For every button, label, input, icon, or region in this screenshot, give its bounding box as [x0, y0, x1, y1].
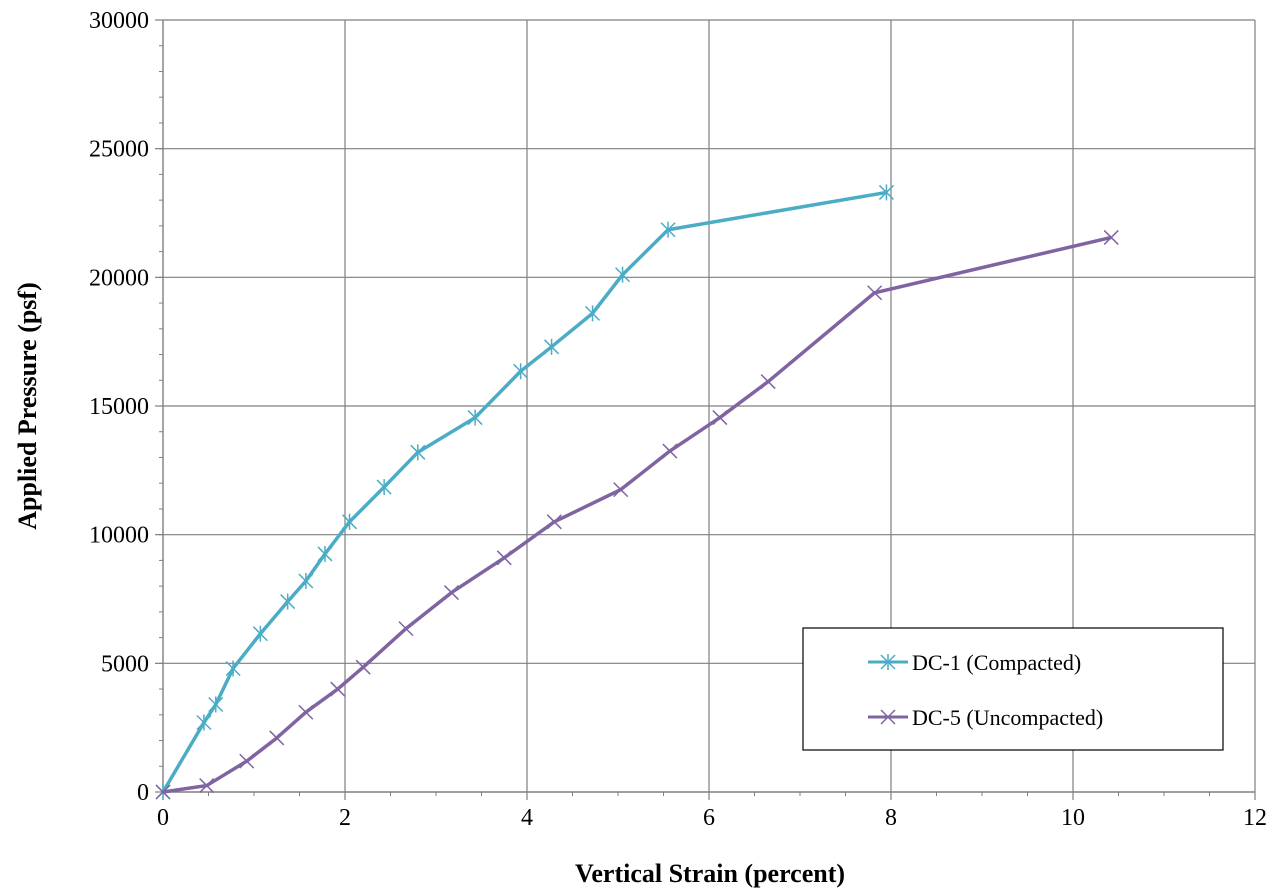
data-point: [376, 479, 392, 496]
data-point: [443, 585, 460, 601]
data-point: [252, 625, 268, 642]
data-point: [1103, 229, 1119, 245]
gridlines: [163, 19, 1256, 792]
x-tick-label: 10: [1061, 805, 1085, 831]
legend: DC-1 (Compacted) DC-5 (Uncompacted): [802, 627, 1224, 751]
marker-stroke: [760, 374, 776, 390]
x-tick-label: 6: [703, 805, 715, 831]
marker-stroke: [199, 778, 215, 794]
data-point: [298, 704, 314, 720]
data-point: [615, 266, 631, 283]
data-point: [878, 184, 894, 201]
series: [155, 184, 1119, 800]
x-tick-label: 8: [885, 805, 897, 831]
data-point: [355, 659, 371, 675]
data-point: [496, 550, 512, 566]
marker-stroke: [269, 730, 285, 746]
data-point: [398, 621, 414, 637]
y-tick-label: 0: [137, 780, 149, 806]
tick-labels: 0 2 4 6 8 10 12 0 5000 10000 15000 20000 25000 30000: [89, 8, 1267, 831]
x-tick-label: 2: [339, 805, 351, 831]
legend-label-dc1: DC-1 (Compacted): [912, 650, 1081, 675]
data-point: [317, 545, 333, 562]
y-tick-label: 5000: [101, 651, 149, 677]
marker-stroke: [1103, 229, 1119, 245]
data-point: [298, 572, 314, 589]
y-tick-label: 25000: [89, 137, 149, 163]
marker-stroke: [867, 285, 883, 301]
legend-box: [802, 627, 1224, 751]
marker-stroke: [330, 681, 346, 697]
data-point: [544, 338, 560, 355]
legend-item-dc1: DC-1 (Compacted): [868, 650, 1081, 675]
axes: [155, 19, 1256, 800]
y-tick-label: 20000: [89, 265, 149, 291]
y-tick-label: 10000: [89, 523, 149, 549]
legend-marker-dc1: [880, 654, 896, 670]
data-point: [546, 514, 562, 530]
data-point: [155, 784, 171, 800]
data-point: [513, 363, 529, 380]
y-tick-label: 15000: [89, 394, 149, 420]
legend-marker-dc5: [880, 709, 896, 725]
data-point: [660, 221, 676, 238]
marker-stroke: [880, 709, 896, 725]
x-axis-title: Vertical Strain (percent): [575, 859, 845, 888]
marker-stroke: [712, 410, 728, 426]
x-tick-label: 0: [157, 805, 169, 831]
data-point: [239, 753, 255, 769]
y-axis-title: Applied Pressure (psf): [13, 282, 42, 530]
data-point: [196, 714, 212, 731]
data-point: [330, 681, 346, 697]
marker-stroke: [155, 784, 171, 800]
marker-stroke: [662, 443, 678, 459]
data-point: [342, 513, 358, 530]
data-point: [225, 660, 241, 677]
data-point: [613, 482, 629, 498]
legend-item-dc5: DC-5 (Uncompacted): [868, 705, 1103, 730]
x-tick-label: 4: [521, 805, 533, 831]
y-tick-label: 30000: [89, 8, 149, 34]
data-point: [269, 730, 285, 746]
marker-stroke: [546, 514, 562, 530]
series-line: [161, 190, 887, 793]
marker-stroke: [613, 482, 629, 498]
data-point: [760, 374, 776, 390]
legend-marker-glyph: [880, 654, 896, 670]
x-tick-label: 12: [1243, 805, 1267, 831]
marker-stroke: [355, 659, 371, 675]
marker-stroke: [443, 585, 460, 601]
series-dc5: [155, 229, 1119, 800]
marker-stroke: [239, 753, 255, 769]
data-point: [867, 285, 883, 301]
data-point: [208, 696, 224, 713]
data-point: [199, 778, 215, 794]
legend-marker-glyph: [880, 709, 896, 725]
data-point: [467, 409, 483, 426]
marker-stroke: [298, 704, 314, 720]
marker-stroke: [496, 550, 512, 566]
data-point: [280, 593, 296, 610]
data-point: [584, 305, 601, 322]
data-point: [410, 444, 426, 461]
marker-stroke: [398, 621, 414, 637]
data-point: [712, 410, 728, 426]
data-point: [662, 443, 678, 459]
legend-label-dc5: DC-5 (Uncompacted): [912, 705, 1103, 730]
